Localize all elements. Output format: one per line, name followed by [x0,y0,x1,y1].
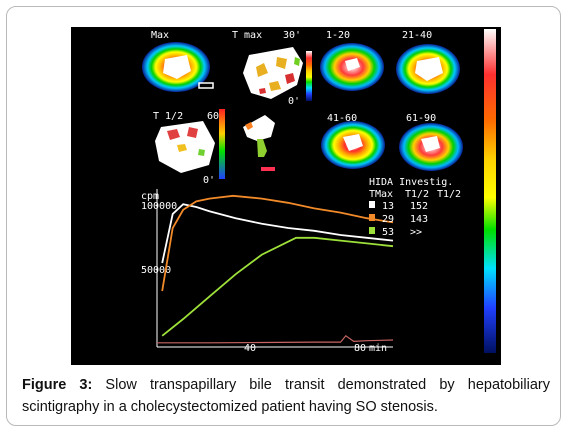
frame-range-max: 30' [283,30,301,41]
y-tick-mid: 50000 [141,265,171,276]
frame-range-min: 0' [203,175,215,186]
frame-label: 21-40 [402,30,432,41]
frame-max: Max [142,30,214,92]
legend-tmax: 13 [382,201,394,212]
legend-col-t12: T1/2 [405,189,429,200]
colorbar [484,29,496,353]
legend-swatch [369,227,375,234]
x-tick: 40 [244,343,256,354]
y-tick-top: 100000 [141,201,177,212]
frame-label: T 1/2 [153,111,183,122]
legend-tmax: 29 [382,214,394,225]
frame-1-20: 1-20 [320,30,384,91]
frame-label: T max [232,30,262,41]
scintigraphy-image: Max T max 30' 0' 1-20 21-40 T 1 [71,27,501,365]
frame-21-40: 21-40 [396,30,460,94]
legend-col-t12: T1/2 [437,189,461,200]
frame-label: Max [151,30,169,41]
x-unit: min [369,343,387,354]
legend-t12: 152 [410,201,428,212]
legend-t12: 143 [410,214,428,225]
legend-swatch [369,201,375,208]
x-tick: 80 [354,343,366,354]
frame-tmax: T max 30' 0' [232,30,312,107]
frame-label: 61-90 [406,113,436,124]
curve-series [157,194,394,344]
legend-swatch [369,214,375,221]
curve-series-line [161,203,394,264]
figure-caption-text: Slow transpapillary bile transit demonst… [22,377,550,415]
legend: HIDA Investig. TMax T1/2 T1/2 13 152 29 … [369,177,461,238]
frame-41-60: 41-60 [321,113,385,169]
curve-series-line [161,194,394,292]
frame-roi [243,115,275,171]
frame-range-max: 60' [207,111,225,122]
frame-range-min: 0' [288,96,300,107]
figure-label: Figure 3: [22,377,93,393]
legend-t12: >> [410,227,422,238]
scintigraphy-svg: Max T max 30' 0' 1-20 21-40 T 1 [141,29,496,354]
curve-panel: cpm 100000 50000 40 80 min [141,189,394,354]
figure-caption: Figure 3: Slow transpapillary bile trans… [22,374,550,418]
curve-series-line [157,334,394,344]
legend-tmax: 53 [382,227,394,238]
frame-61-90: 61-90 [399,113,463,171]
frame-label: 1-20 [326,30,350,41]
legend-col-tmax: TMax [369,189,393,200]
frame-label: 41-60 [327,113,357,124]
frame-t-half: T 1/2 60' 0' [153,109,225,186]
curve-series-line [161,236,394,337]
legend-title: HIDA Investig. [369,177,453,188]
y-unit: cpm [141,191,159,202]
